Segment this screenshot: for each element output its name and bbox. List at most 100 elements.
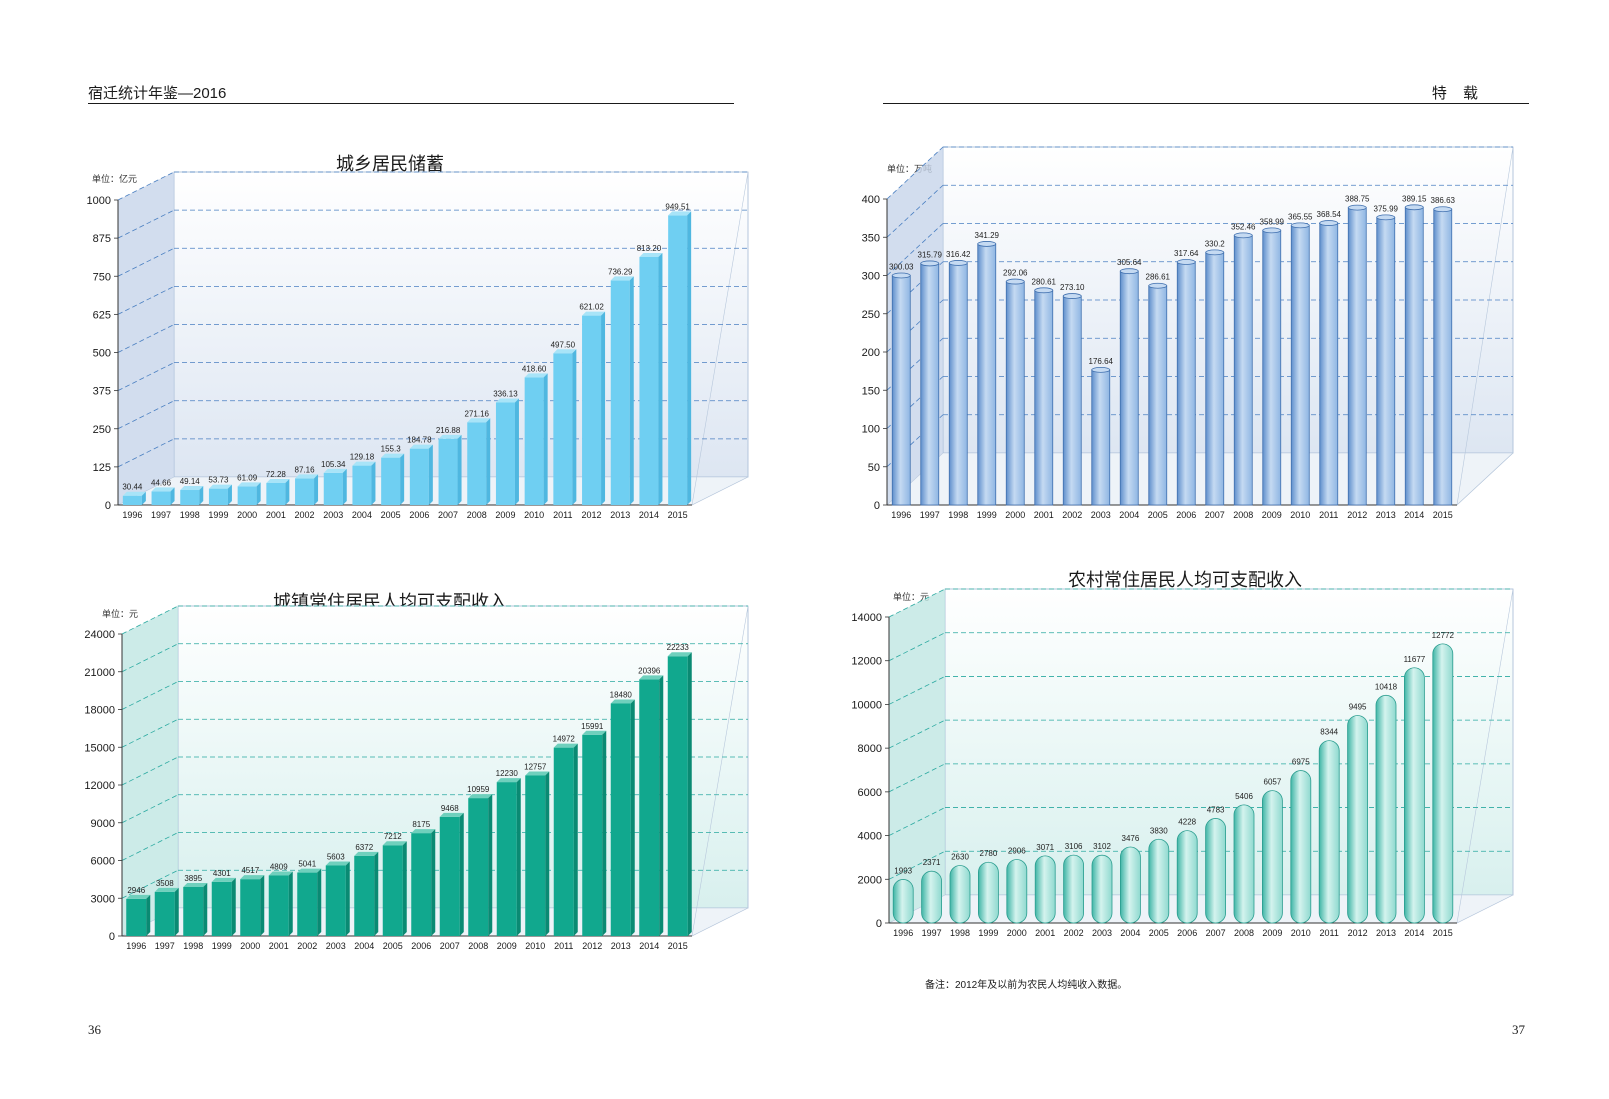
data-label: 5603: [327, 852, 345, 861]
y-tick-label: 10000: [851, 699, 882, 711]
bar-top: [208, 484, 232, 489]
y-tick-label: 50: [868, 462, 880, 474]
bar: [1034, 855, 1056, 924]
bar: [978, 861, 999, 924]
y-tick-label: 150: [862, 385, 880, 397]
x-tick-label: 1999: [208, 510, 228, 520]
left-page-header: 宿迁统计年鉴—2016: [88, 85, 227, 102]
data-label: 30.44: [122, 483, 143, 492]
data-label: 2630: [951, 853, 969, 862]
grid-line: [117, 324, 175, 353]
bar: [295, 478, 315, 505]
chart-title: 城乡居民储蓄: [336, 154, 444, 174]
side-wall: [118, 172, 174, 505]
bar-top: [211, 877, 236, 882]
bar: [1034, 289, 1054, 506]
bar-top: [553, 743, 578, 748]
grid-line: [888, 719, 946, 749]
grid-line: [117, 171, 175, 201]
bar-side: [174, 887, 179, 936]
y-tick-label: 12000: [851, 656, 882, 668]
bar: [553, 353, 573, 505]
bar-top: [1290, 222, 1310, 229]
bar: [1176, 830, 1198, 924]
data-label: 3071: [1036, 843, 1054, 852]
data-label: 292.06: [1003, 269, 1028, 278]
bar-top: [126, 894, 151, 899]
bar: [582, 734, 603, 936]
bar-side: [260, 875, 265, 936]
bar: [639, 256, 659, 505]
bar: [323, 472, 343, 505]
data-label: 286.61: [1146, 273, 1171, 282]
grid-line: [121, 718, 179, 748]
bar-side: [314, 474, 319, 505]
y-tick-label: 300: [862, 271, 880, 283]
bar-top: [1347, 204, 1367, 211]
data-label: 18480: [610, 690, 633, 699]
bar-side: [141, 491, 146, 505]
bar: [467, 422, 487, 505]
bar: [1091, 369, 1111, 506]
bar: [1233, 804, 1255, 924]
x-tick-label: 2000: [1007, 928, 1027, 938]
bar-top: [639, 252, 663, 257]
data-label: 6372: [355, 843, 373, 852]
data-label: 1993: [894, 866, 912, 875]
x-tick-label: 2000: [240, 941, 260, 951]
bar-top: [297, 868, 322, 873]
bar: [1148, 838, 1170, 924]
bar: [381, 457, 401, 505]
bar: [1432, 643, 1454, 924]
bar-top: [524, 373, 548, 378]
x-tick-label: 2008: [468, 941, 488, 951]
bar: [921, 870, 942, 924]
bar-top: [610, 699, 635, 704]
x-tick-label: 2005: [1149, 928, 1169, 938]
data-label: 3102: [1093, 842, 1111, 851]
bar-side: [630, 699, 635, 936]
bar-side: [285, 478, 290, 505]
x-tick-label: 2006: [1177, 928, 1197, 938]
y-tick-label: 100: [862, 424, 880, 436]
data-label: 5041: [298, 860, 316, 869]
y-tick-label: 2000: [858, 874, 882, 886]
data-label: 12230: [496, 769, 519, 778]
bar: [977, 243, 997, 506]
bar-side: [658, 252, 663, 505]
right-edge: [1456, 588, 1514, 924]
x-tick-label: 2006: [411, 941, 431, 951]
grid-line: [121, 681, 179, 710]
data-label: 6057: [1264, 778, 1282, 787]
x-tick-label: 2006: [1176, 510, 1196, 520]
data-label: 22233: [667, 643, 690, 652]
bar: [1233, 234, 1253, 506]
y-tick-label: 350: [862, 232, 880, 244]
bar-top: [668, 211, 692, 216]
bar-side: [374, 851, 379, 936]
bar-top: [639, 675, 664, 680]
data-label: 3895: [184, 874, 202, 883]
side-wall: [889, 589, 945, 923]
bar-top: [1005, 278, 1025, 285]
bar-side: [345, 861, 350, 936]
bar: [126, 898, 147, 936]
bar: [1375, 694, 1397, 924]
grid-line: [121, 605, 179, 635]
bar: [1433, 208, 1453, 506]
x-tick-label: 2005: [381, 510, 401, 520]
x-tick-label: 2009: [495, 510, 515, 520]
bar: [438, 438, 458, 505]
y-tick-label: 0: [105, 500, 111, 512]
x-tick-label: 1999: [977, 510, 997, 520]
data-label: 10959: [467, 785, 490, 794]
x-tick-label: 2003: [1091, 510, 1111, 520]
bar-top: [151, 487, 175, 492]
left-page-number: 36: [88, 1022, 101, 1037]
grid-line: [121, 869, 179, 899]
bar: [1091, 854, 1113, 924]
x-tick-label: 2010: [525, 941, 545, 951]
grid-line: [117, 362, 175, 391]
bar-side: [402, 841, 407, 936]
